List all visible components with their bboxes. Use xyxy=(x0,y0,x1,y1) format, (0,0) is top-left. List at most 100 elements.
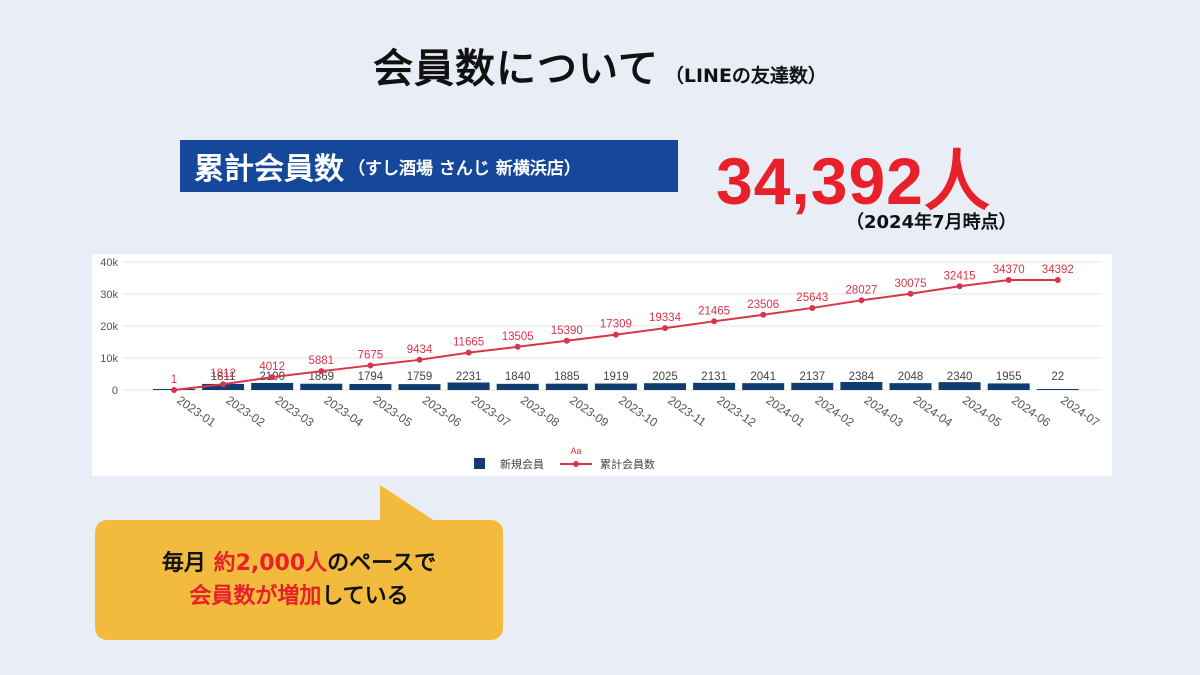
callout-line1-highlight: 約2,000人 xyxy=(213,551,328,576)
banner-label: 累計会員数 xyxy=(194,152,344,187)
x-tick-label: 2024-06 xyxy=(1009,393,1053,430)
bar xyxy=(987,383,1030,390)
bar xyxy=(889,383,932,390)
bar-value-label: 1794 xyxy=(358,371,384,383)
line-value-label: 34392 xyxy=(1042,264,1074,276)
x-tick-label: 2024-01 xyxy=(763,393,807,430)
bar-value-label: 1869 xyxy=(309,371,335,383)
x-tick-label: 2024-04 xyxy=(911,393,955,430)
line-value-label: 1 xyxy=(171,374,177,386)
as-of-date: （2024年7月時点） xyxy=(846,212,1017,233)
callout-box: 毎月 約2,000人のペースで 会員数が増加している xyxy=(95,520,503,640)
line-point xyxy=(956,283,963,290)
x-tick-label: 2023-11 xyxy=(665,393,709,429)
y-tick-label: 0 xyxy=(112,385,118,397)
line-value-label: 25643 xyxy=(796,292,828,304)
y-tick-label: 30k xyxy=(100,289,118,301)
bar-value-label: 2137 xyxy=(800,371,826,383)
callout-line1-b: のペースで xyxy=(327,551,437,576)
bar xyxy=(300,383,343,390)
bar xyxy=(1036,389,1079,390)
line-point xyxy=(465,349,472,356)
bar xyxy=(251,382,294,390)
line-point xyxy=(662,325,668,332)
callout-line1-a: 毎月 xyxy=(161,551,214,576)
bar xyxy=(496,383,539,390)
line-value-label: 5881 xyxy=(309,355,335,367)
bar-value-label: 2131 xyxy=(701,371,727,383)
bar xyxy=(545,383,588,390)
bar-value-label: 1919 xyxy=(603,371,629,383)
legend-bar-swatch xyxy=(474,458,485,469)
bar xyxy=(349,383,392,390)
bar xyxy=(791,382,834,390)
line-point xyxy=(809,304,816,311)
x-tick-label: 2024-02 xyxy=(813,393,857,430)
line-value-label: 34370 xyxy=(993,264,1025,276)
callout-line2-highlight: 会員数が増加 xyxy=(189,584,322,609)
line-point xyxy=(711,318,718,325)
y-tick-label: 20k xyxy=(100,321,118,333)
x-tick-label: 2024-03 xyxy=(862,393,906,430)
x-tick-label: 2023-08 xyxy=(518,393,562,430)
bar xyxy=(594,383,637,390)
line-value-label: 7675 xyxy=(358,349,384,361)
x-tick-label: 2023-02 xyxy=(223,393,267,430)
total-members-banner: 累計会員数 （すし酒場 さんじ 新横浜店） xyxy=(180,140,678,192)
total-members-value: 34,392人 xyxy=(716,144,991,218)
x-tick-label: 2023-04 xyxy=(322,393,366,430)
line-point xyxy=(1005,277,1012,284)
line-value-label: 15390 xyxy=(551,325,583,337)
x-tick-label: 2023-09 xyxy=(567,393,611,430)
x-tick-label: 2023-06 xyxy=(420,393,464,430)
line-value-label: 1812 xyxy=(210,368,236,380)
page-title: 会員数について （LINEの友達数） xyxy=(0,36,1200,94)
bar xyxy=(398,384,441,390)
title-main: 会員数について xyxy=(373,46,659,92)
line-point xyxy=(858,297,865,304)
line-point xyxy=(269,374,276,381)
chart-svg: 010k20k30k40k181121001869179417592231184… xyxy=(100,257,1102,471)
bar-value-label: 2340 xyxy=(947,371,973,383)
line-point xyxy=(171,386,177,393)
line-point xyxy=(514,343,521,350)
bar-value-label: 22 xyxy=(1051,371,1064,383)
bar xyxy=(644,383,686,390)
bar xyxy=(693,382,736,390)
line-point xyxy=(1054,276,1061,283)
line-point xyxy=(220,381,227,388)
legend-line-label: 累計会員数 xyxy=(600,457,655,471)
bar-value-label: 1955 xyxy=(996,371,1022,383)
bar-value-label: 2041 xyxy=(750,371,776,383)
members-chart: 010k20k30k40k181121001869179417592231184… xyxy=(92,254,1112,476)
x-tick-label: 2024-07 xyxy=(1058,393,1102,430)
x-tick-label: 2023-07 xyxy=(469,393,513,430)
bar-value-label: 1840 xyxy=(505,371,531,383)
y-tick-label: 40k xyxy=(100,257,118,269)
line-value-label: 19334 xyxy=(649,312,682,324)
x-tick-label: 2023-12 xyxy=(714,393,758,430)
bar-value-label: 2231 xyxy=(456,371,482,383)
line-point xyxy=(318,368,325,375)
bar-value-label: 2048 xyxy=(898,371,924,383)
x-tick-label: 2023-05 xyxy=(371,393,415,430)
title-sub: （LINEの友達数） xyxy=(664,65,827,87)
line-point xyxy=(612,331,619,338)
bar xyxy=(742,383,785,390)
x-tick-label: 2024-05 xyxy=(960,393,1004,430)
line-point xyxy=(563,337,570,344)
line-point xyxy=(367,362,374,369)
line-point xyxy=(907,290,914,297)
callout-line2: 会員数が増加している xyxy=(189,580,408,613)
line-value-label: 32415 xyxy=(944,270,976,282)
legend-line-marker: Aa xyxy=(570,446,581,456)
bar-value-label: 1885 xyxy=(554,371,580,383)
legend-line-point xyxy=(573,461,579,467)
line-value-label: 11665 xyxy=(453,337,484,349)
line-value-label: 17309 xyxy=(600,319,632,331)
legend-bar-label: 新規会員 xyxy=(500,457,544,471)
line-value-label: 9434 xyxy=(407,344,433,356)
bar xyxy=(938,382,981,390)
line-point xyxy=(416,356,423,363)
line-value-label: 23506 xyxy=(747,299,779,311)
